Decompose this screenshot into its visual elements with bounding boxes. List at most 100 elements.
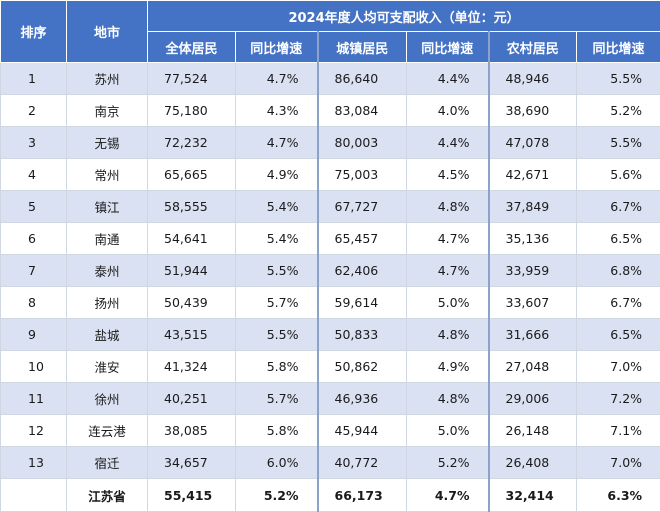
cell-rural-growth: 5.6% — [577, 159, 660, 191]
cell-rank: 7 — [1, 255, 67, 287]
cell-city: 苏州 — [67, 63, 148, 95]
cell-urban: 65,457 — [318, 223, 407, 255]
cell-rank: 11 — [1, 383, 67, 415]
cell-urban-growth: 5.0% — [407, 415, 489, 447]
cell-urban: 80,003 — [318, 127, 407, 159]
cell-city: 江苏省 — [67, 479, 148, 512]
cell-all-growth: 4.3% — [236, 95, 318, 127]
cell-rural-growth: 6.5% — [577, 223, 660, 255]
cell-city: 扬州 — [67, 287, 148, 319]
cell-city: 盐城 — [67, 319, 148, 351]
cell-urban-growth: 4.4% — [407, 63, 489, 95]
table-row: 3 无锡 72,232 4.7% 80,003 4.4% 47,078 5.5% — [1, 127, 660, 159]
table-row: 9 盐城 43,515 5.5% 50,833 4.8% 31,666 6.5% — [1, 319, 660, 351]
cell-rural: 26,408 — [489, 447, 577, 479]
header-col-all-growth: 同比增速 — [236, 32, 318, 63]
cell-all: 41,324 — [148, 351, 236, 383]
table-row: 10 淮安 41,324 5.8% 50,862 4.9% 27,048 7.0… — [1, 351, 660, 383]
cell-rural-growth: 6.5% — [577, 319, 660, 351]
cell-rural: 26,148 — [489, 415, 577, 447]
cell-urban-growth: 5.2% — [407, 447, 489, 479]
cell-all-growth: 4.9% — [236, 159, 318, 191]
cell-urban-growth: 4.7% — [407, 479, 489, 512]
cell-rural: 29,006 — [489, 383, 577, 415]
cell-rural: 31,666 — [489, 319, 577, 351]
cell-all-growth: 5.8% — [236, 351, 318, 383]
cell-all-growth: 5.8% — [236, 415, 318, 447]
cell-rural: 47,078 — [489, 127, 577, 159]
header-col-all: 全体居民 — [148, 32, 236, 63]
cell-city: 淮安 — [67, 351, 148, 383]
cell-all: 55,415 — [148, 479, 236, 512]
cell-all: 72,232 — [148, 127, 236, 159]
cell-urban-growth: 4.8% — [407, 191, 489, 223]
cell-urban-growth: 4.7% — [407, 255, 489, 287]
cell-rural-growth: 6.3% — [577, 479, 660, 512]
cell-urban-growth: 4.5% — [407, 159, 489, 191]
cell-city: 无锡 — [67, 127, 148, 159]
cell-urban: 75,003 — [318, 159, 407, 191]
cell-urban: 83,084 — [318, 95, 407, 127]
cell-urban: 40,772 — [318, 447, 407, 479]
cell-rural-growth: 7.2% — [577, 383, 660, 415]
table-row: 1 苏州 77,524 4.7% 86,640 4.4% 48,946 5.5% — [1, 63, 660, 95]
cell-city: 常州 — [67, 159, 148, 191]
cell-urban-growth: 4.8% — [407, 383, 489, 415]
cell-rural-growth: 5.5% — [577, 63, 660, 95]
header-col-rural: 农村居民 — [489, 32, 577, 63]
cell-urban: 50,833 — [318, 319, 407, 351]
cell-all-growth: 4.7% — [236, 127, 318, 159]
cell-urban: 66,173 — [318, 479, 407, 512]
cell-rank: 12 — [1, 415, 67, 447]
cell-city: 南通 — [67, 223, 148, 255]
cell-all: 77,524 — [148, 63, 236, 95]
cell-urban-growth: 4.7% — [407, 223, 489, 255]
table-row: 5 镇江 58,555 5.4% 67,727 4.8% 37,849 6.7% — [1, 191, 660, 223]
cell-rural: 33,959 — [489, 255, 577, 287]
cell-city: 南京 — [67, 95, 148, 127]
cell-city: 宿迁 — [67, 447, 148, 479]
cell-all-growth: 5.5% — [236, 319, 318, 351]
cell-rank: 2 — [1, 95, 67, 127]
cell-all: 51,944 — [148, 255, 236, 287]
cell-rank: 3 — [1, 127, 67, 159]
cell-rural-growth: 6.7% — [577, 287, 660, 319]
cell-all: 54,641 — [148, 223, 236, 255]
cell-all-growth: 6.0% — [236, 447, 318, 479]
header-rank: 排序 — [1, 1, 67, 63]
cell-urban: 59,614 — [318, 287, 407, 319]
header-group-title: 2024年度人均可支配收入（单位：元） — [148, 1, 660, 32]
cell-rank — [1, 479, 67, 512]
header-city: 地市 — [67, 1, 148, 63]
cell-city: 泰州 — [67, 255, 148, 287]
cell-city: 连云港 — [67, 415, 148, 447]
cell-all: 50,439 — [148, 287, 236, 319]
header-col-urban: 城镇居民 — [318, 32, 407, 63]
cell-rural-growth: 7.0% — [577, 351, 660, 383]
cell-all: 40,251 — [148, 383, 236, 415]
cell-rural: 33,607 — [489, 287, 577, 319]
cell-urban-growth: 4.9% — [407, 351, 489, 383]
cell-city: 镇江 — [67, 191, 148, 223]
table-row: 12 连云港 38,085 5.8% 45,944 5.0% 26,148 7.… — [1, 415, 660, 447]
cell-rank: 6 — [1, 223, 67, 255]
cell-all: 34,657 — [148, 447, 236, 479]
cell-rural: 38,690 — [489, 95, 577, 127]
cell-urban-growth: 4.8% — [407, 319, 489, 351]
cell-rank: 13 — [1, 447, 67, 479]
cell-rural-growth: 7.0% — [577, 447, 660, 479]
cell-urban-growth: 4.0% — [407, 95, 489, 127]
cell-rural-growth: 7.1% — [577, 415, 660, 447]
table-row: 7 泰州 51,944 5.5% 62,406 4.7% 33,959 6.8% — [1, 255, 660, 287]
cell-urban-growth: 5.0% — [407, 287, 489, 319]
cell-urban: 45,944 — [318, 415, 407, 447]
cell-urban: 62,406 — [318, 255, 407, 287]
cell-urban: 86,640 — [318, 63, 407, 95]
cell-all-growth: 5.7% — [236, 383, 318, 415]
table-row: 6 南通 54,641 5.4% 65,457 4.7% 35,136 6.5% — [1, 223, 660, 255]
cell-rank: 5 — [1, 191, 67, 223]
cell-urban: 46,936 — [318, 383, 407, 415]
table-row: 8 扬州 50,439 5.7% 59,614 5.0% 33,607 6.7% — [1, 287, 660, 319]
cell-urban-growth: 4.4% — [407, 127, 489, 159]
